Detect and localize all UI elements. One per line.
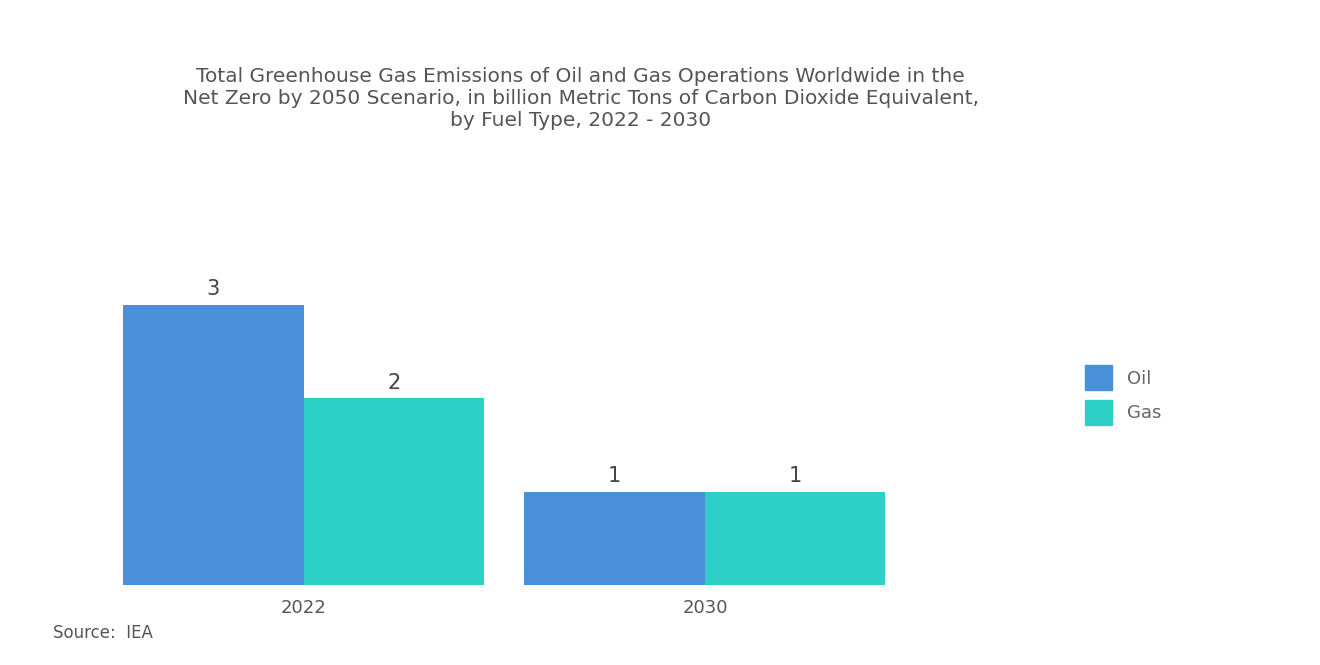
Bar bbox=[524, 491, 705, 585]
Text: 3: 3 bbox=[207, 279, 220, 299]
Text: 1: 1 bbox=[788, 466, 801, 486]
Bar bbox=[705, 491, 886, 585]
Text: Source:  IEA: Source: IEA bbox=[53, 624, 153, 642]
Text: 1: 1 bbox=[609, 466, 622, 486]
Bar bbox=[123, 305, 304, 585]
Text: 2: 2 bbox=[387, 372, 400, 392]
Text: Total Greenhouse Gas Emissions of Oil and Gas Operations Worldwide in the
Net Ze: Total Greenhouse Gas Emissions of Oil an… bbox=[182, 66, 979, 130]
Bar bbox=[304, 398, 484, 585]
Legend: Oil, Gas: Oil, Gas bbox=[1085, 365, 1162, 425]
